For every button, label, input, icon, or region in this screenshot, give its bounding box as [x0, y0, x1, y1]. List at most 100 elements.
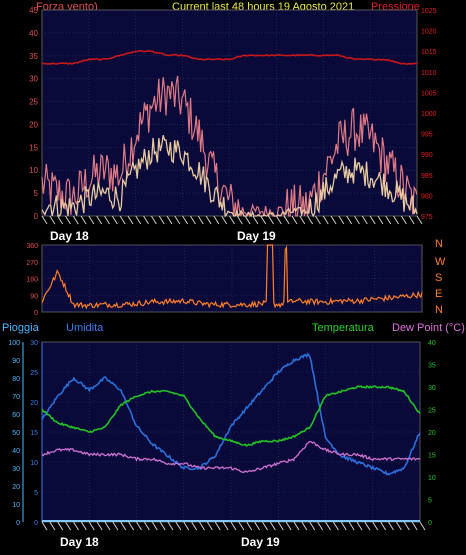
wind-tick-label: 10: [29, 166, 38, 175]
panel1-time-tick: [291, 215, 298, 225]
pressure-tick-label: 1025: [421, 8, 437, 15]
temperature-axis-title: Temperatura: [312, 322, 374, 334]
panel3-time-tick: [380, 521, 387, 531]
panel1-time-tick: [330, 215, 337, 225]
panel3-time-tick: [262, 521, 268, 531]
panel1-time-tick: [268, 215, 274, 225]
panel1-time-tick: [182, 215, 189, 225]
panel1-time-tick: [49, 215, 56, 225]
humidity-axis-title: Umidita: [66, 322, 104, 334]
wind-tick-label: 45: [29, 6, 38, 15]
panel1-time-tick: [236, 215, 243, 225]
wind-tick-label: 40: [29, 29, 38, 38]
compass-e: E: [435, 288, 443, 300]
panel3-time-tick: [49, 521, 56, 531]
panel1-time-tick: [213, 215, 220, 225]
panel1-time-tick: [338, 215, 345, 225]
rain-tick-label: 30: [12, 466, 20, 473]
pressure-tick-label: 1000: [421, 111, 437, 118]
panel3-time-tick: [112, 521, 119, 531]
panel3-time-tick: [222, 521, 229, 531]
rain-tick-label: 80: [12, 376, 20, 383]
panel1-time-tick: [65, 215, 71, 225]
panel1-time-tick: [299, 215, 306, 225]
panel1-time-tick: [346, 215, 353, 225]
panel3-time-tick: [183, 521, 190, 531]
pressure-tick-label: 1020: [421, 29, 437, 36]
panel1-time-tick: [252, 215, 259, 225]
panel3-time-tick: [364, 521, 371, 531]
panel3-time-tick: [57, 521, 64, 531]
panel1-time-tick: [174, 215, 181, 225]
temperature-tick-label: 15: [428, 453, 436, 460]
humidity-tick-label: 15: [30, 430, 38, 437]
dew-point-line: [41, 440, 421, 473]
temperature-tick-label: 25: [428, 408, 436, 415]
panel3-time-tick: [403, 521, 410, 531]
panel3-time-tick: [388, 521, 394, 531]
day-label-19-top: Day 19: [237, 229, 276, 243]
panel3-time-tick: [65, 521, 72, 531]
panel3-time-tick: [120, 521, 127, 531]
panel3-time-tick: [309, 521, 316, 531]
panel3-time-tick: [214, 521, 221, 531]
panel1-time-tick: [143, 215, 149, 225]
temperature-tick-label: 10: [428, 475, 436, 482]
wind-tick-label: 0: [34, 212, 39, 221]
pressure-tick-label: 1015: [421, 49, 437, 56]
panel3-time-tick: [254, 521, 261, 531]
panel1-time-tick: [275, 215, 282, 225]
rain-tick-label: 0: [16, 520, 20, 527]
rain-tick-label: 40: [12, 448, 20, 455]
panel1-time-tick: [361, 215, 368, 225]
pressure-tick-label: 1010: [421, 70, 437, 77]
rain-tick-label: 100: [8, 340, 20, 347]
humidity-tick-label: 5: [34, 490, 38, 497]
wind-gust-line: [41, 75, 418, 219]
panel1-time-tick: [393, 215, 399, 225]
panel3-time-tick: [269, 521, 276, 531]
panel3-time-tick: [88, 521, 95, 531]
panel1-time-tick: [416, 215, 423, 225]
panel1-time-tick: [244, 215, 251, 225]
panel1-time-tick: [190, 215, 196, 225]
pressure-tick-label: 975: [421, 214, 433, 221]
panel3-time-tick: [80, 521, 87, 531]
panel3-time-tick: [128, 521, 135, 531]
panel3-time-tick: [151, 521, 158, 531]
panel1-time-tick: [354, 215, 360, 225]
rain-tick-label: 50: [12, 430, 20, 437]
panel1-time-tick: [111, 215, 118, 225]
panel1-time-tick: [41, 215, 48, 225]
pressure-tick-label: 985: [421, 173, 433, 180]
panel3-time-tick: [301, 521, 308, 531]
temperature-tick-label: 40: [428, 340, 436, 347]
pressure-tick-label: 1005: [421, 90, 437, 97]
wind-tick-label: 15: [29, 143, 38, 152]
panel1-time-tick: [408, 215, 415, 225]
rain-axis-title: Pioggia: [2, 322, 39, 334]
rain-tick-label: 70: [12, 394, 20, 401]
wind-tick-label: 25: [29, 98, 38, 107]
panel1-time-tick: [283, 215, 290, 225]
panel3-time-tick: [238, 521, 245, 531]
panel3-time-tick: [175, 521, 182, 531]
panel1-time-tick: [307, 215, 314, 225]
compass-n-bottom: N: [435, 304, 443, 316]
panel1-time-tick: [377, 215, 384, 225]
panel3-time-tick: [167, 521, 174, 531]
panel3-time-tick: [143, 521, 150, 531]
panel3-time-tick: [340, 521, 347, 531]
humidity-tick-label: 25: [30, 370, 38, 377]
humidity-tick-label: 10: [30, 460, 38, 467]
wind-tick-label: 30: [29, 75, 38, 84]
panel3-time-tick: [191, 521, 198, 531]
panel3-time-tick: [356, 521, 363, 531]
panel1-time-tick: [369, 215, 376, 225]
panel1-time-tick: [150, 215, 157, 225]
direction-tick-label: 90: [30, 293, 38, 300]
temperature-tick-label: 20: [428, 430, 436, 437]
temperature-tick-label: 35: [428, 363, 436, 370]
rain-tick-label: 90: [12, 358, 20, 365]
